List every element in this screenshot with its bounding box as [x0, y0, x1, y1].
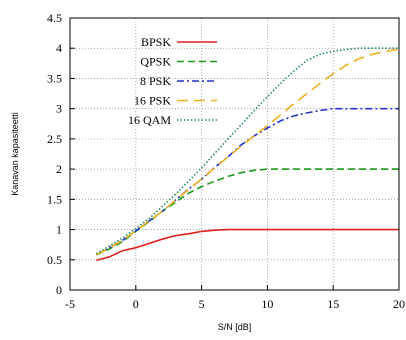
legend-label: 8 PSK — [140, 74, 171, 88]
y-tick-label: 4 — [56, 41, 62, 55]
series-line-16-psk — [95, 48, 400, 256]
series-line-qpsk — [95, 168, 399, 256]
grid — [70, 18, 399, 290]
legend-label: BPSK — [141, 35, 171, 49]
y-tick-label: 2.5 — [47, 132, 62, 146]
series-line-8-psk — [95, 107, 399, 256]
x-tick-label: 15 — [327, 297, 339, 311]
y-tick-label: 0 — [56, 283, 62, 297]
legend-label: 16 QAM — [128, 113, 171, 127]
x-tick-label: 0 — [133, 297, 139, 311]
y-tick-label: 4.5 — [47, 11, 62, 25]
y-tick-label: 3 — [56, 102, 62, 116]
x-tick-label: 20 — [393, 297, 405, 311]
x-tick-label: 5 — [199, 297, 205, 311]
y-tick-label: 1 — [56, 223, 62, 237]
y-tick-label: 2 — [56, 162, 62, 176]
y-tick-label: 3.5 — [47, 71, 62, 85]
series-line-16-qam — [95, 47, 399, 255]
y-tick-label: 0.5 — [47, 253, 62, 267]
legend-label: 16 PSK — [134, 94, 171, 108]
y-axis-label: Kanavan kapasiteetti — [10, 112, 20, 196]
legend: BPSK QPSK 8 PSK 16 PSK 16 QAM — [128, 35, 217, 127]
series-line-bpsk — [96, 228, 399, 262]
legend-label: QPSK — [140, 55, 171, 69]
x-tick-label: 10 — [261, 297, 273, 311]
y-tick-label: 1.5 — [47, 192, 62, 206]
series-lines — [95, 47, 400, 262]
plot-frame — [69, 17, 400, 291]
x-tick-label: -5 — [65, 297, 75, 311]
x-axis-label: S/N [dB] — [218, 322, 252, 332]
